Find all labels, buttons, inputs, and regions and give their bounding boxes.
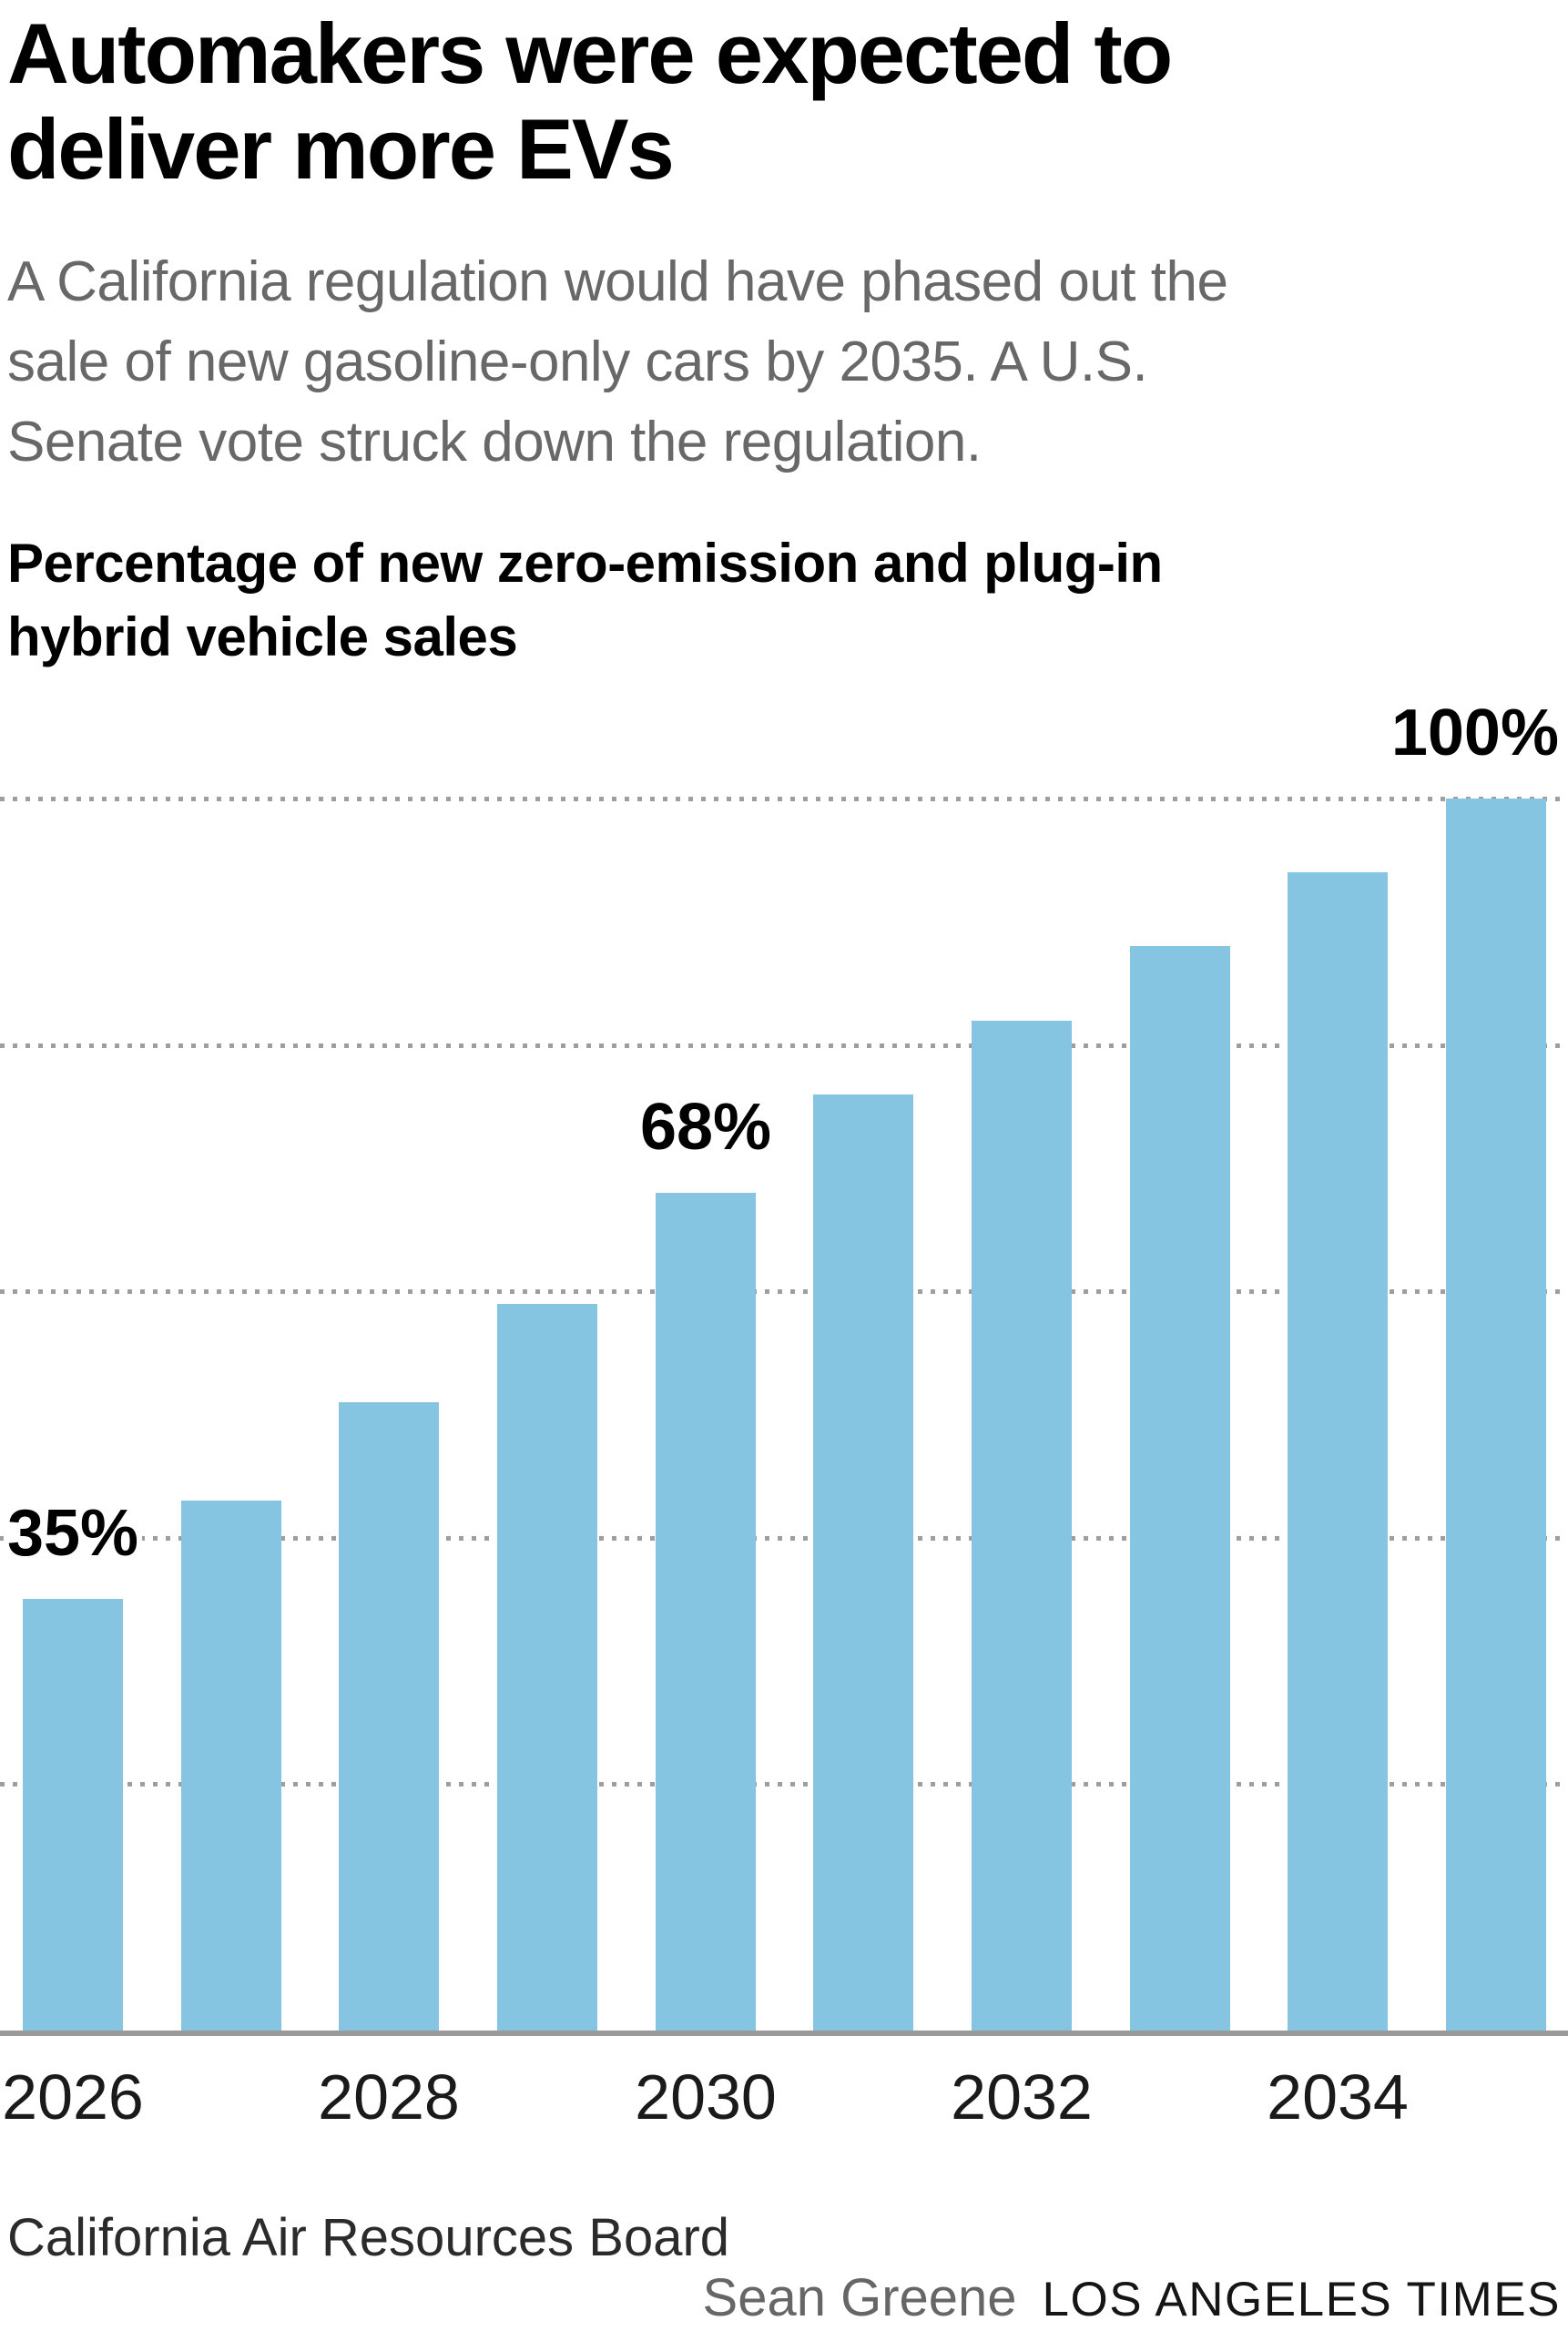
bar-2026: [23, 1599, 123, 2031]
gridline-60-pct: [0, 1289, 1568, 1294]
gridline-20-pct: [0, 1782, 1568, 1786]
bar-2034: [1288, 872, 1388, 2031]
bar-2035: [1446, 799, 1546, 2031]
bar-2032: [972, 1021, 1072, 2031]
bar-value-label-2035: 100%: [1387, 695, 1563, 771]
credit-organization: LOS ANGELES TIMES: [1042, 2273, 1561, 2326]
credit-line: Sean Greene LOS ANGELES TIMES: [703, 2267, 1561, 2328]
chart-subtitle: A California regulation would have phase…: [7, 250, 1228, 474]
gridline-80-pct: [0, 1043, 1568, 1048]
x-tick-label-2028: 2028: [318, 2061, 460, 2133]
bar-2027: [181, 1501, 281, 2031]
source-attribution: California Air Resources Board: [7, 2208, 730, 2267]
gridline-100-pct: [0, 797, 1568, 801]
x-tick-label-2026: 2026: [2, 2061, 144, 2133]
x-tick-label-2034: 2034: [1267, 2061, 1409, 2133]
gridline-40-pct: [0, 1536, 1568, 1541]
bar-2028: [339, 1402, 439, 2031]
chart-section-label: Percentage of new zero-emission and plug…: [7, 533, 1163, 667]
bar-value-label-2030: 68%: [636, 1089, 776, 1166]
bar-2030: [656, 1193, 756, 2031]
x-tick-label-2032: 2032: [951, 2061, 1093, 2133]
x-axis-line: [0, 2031, 1568, 2036]
bar-value-label-2026: 35%: [3, 1495, 143, 1572]
bar-2033: [1130, 946, 1230, 2031]
x-tick-label-2030: 2030: [635, 2061, 777, 2133]
bar-2031: [813, 1094, 913, 2031]
credit-author: Sean Greene: [702, 2268, 1017, 2327]
bar-2029: [497, 1304, 597, 2031]
chart-title: Automakers were expected to deliver more…: [7, 5, 1173, 198]
